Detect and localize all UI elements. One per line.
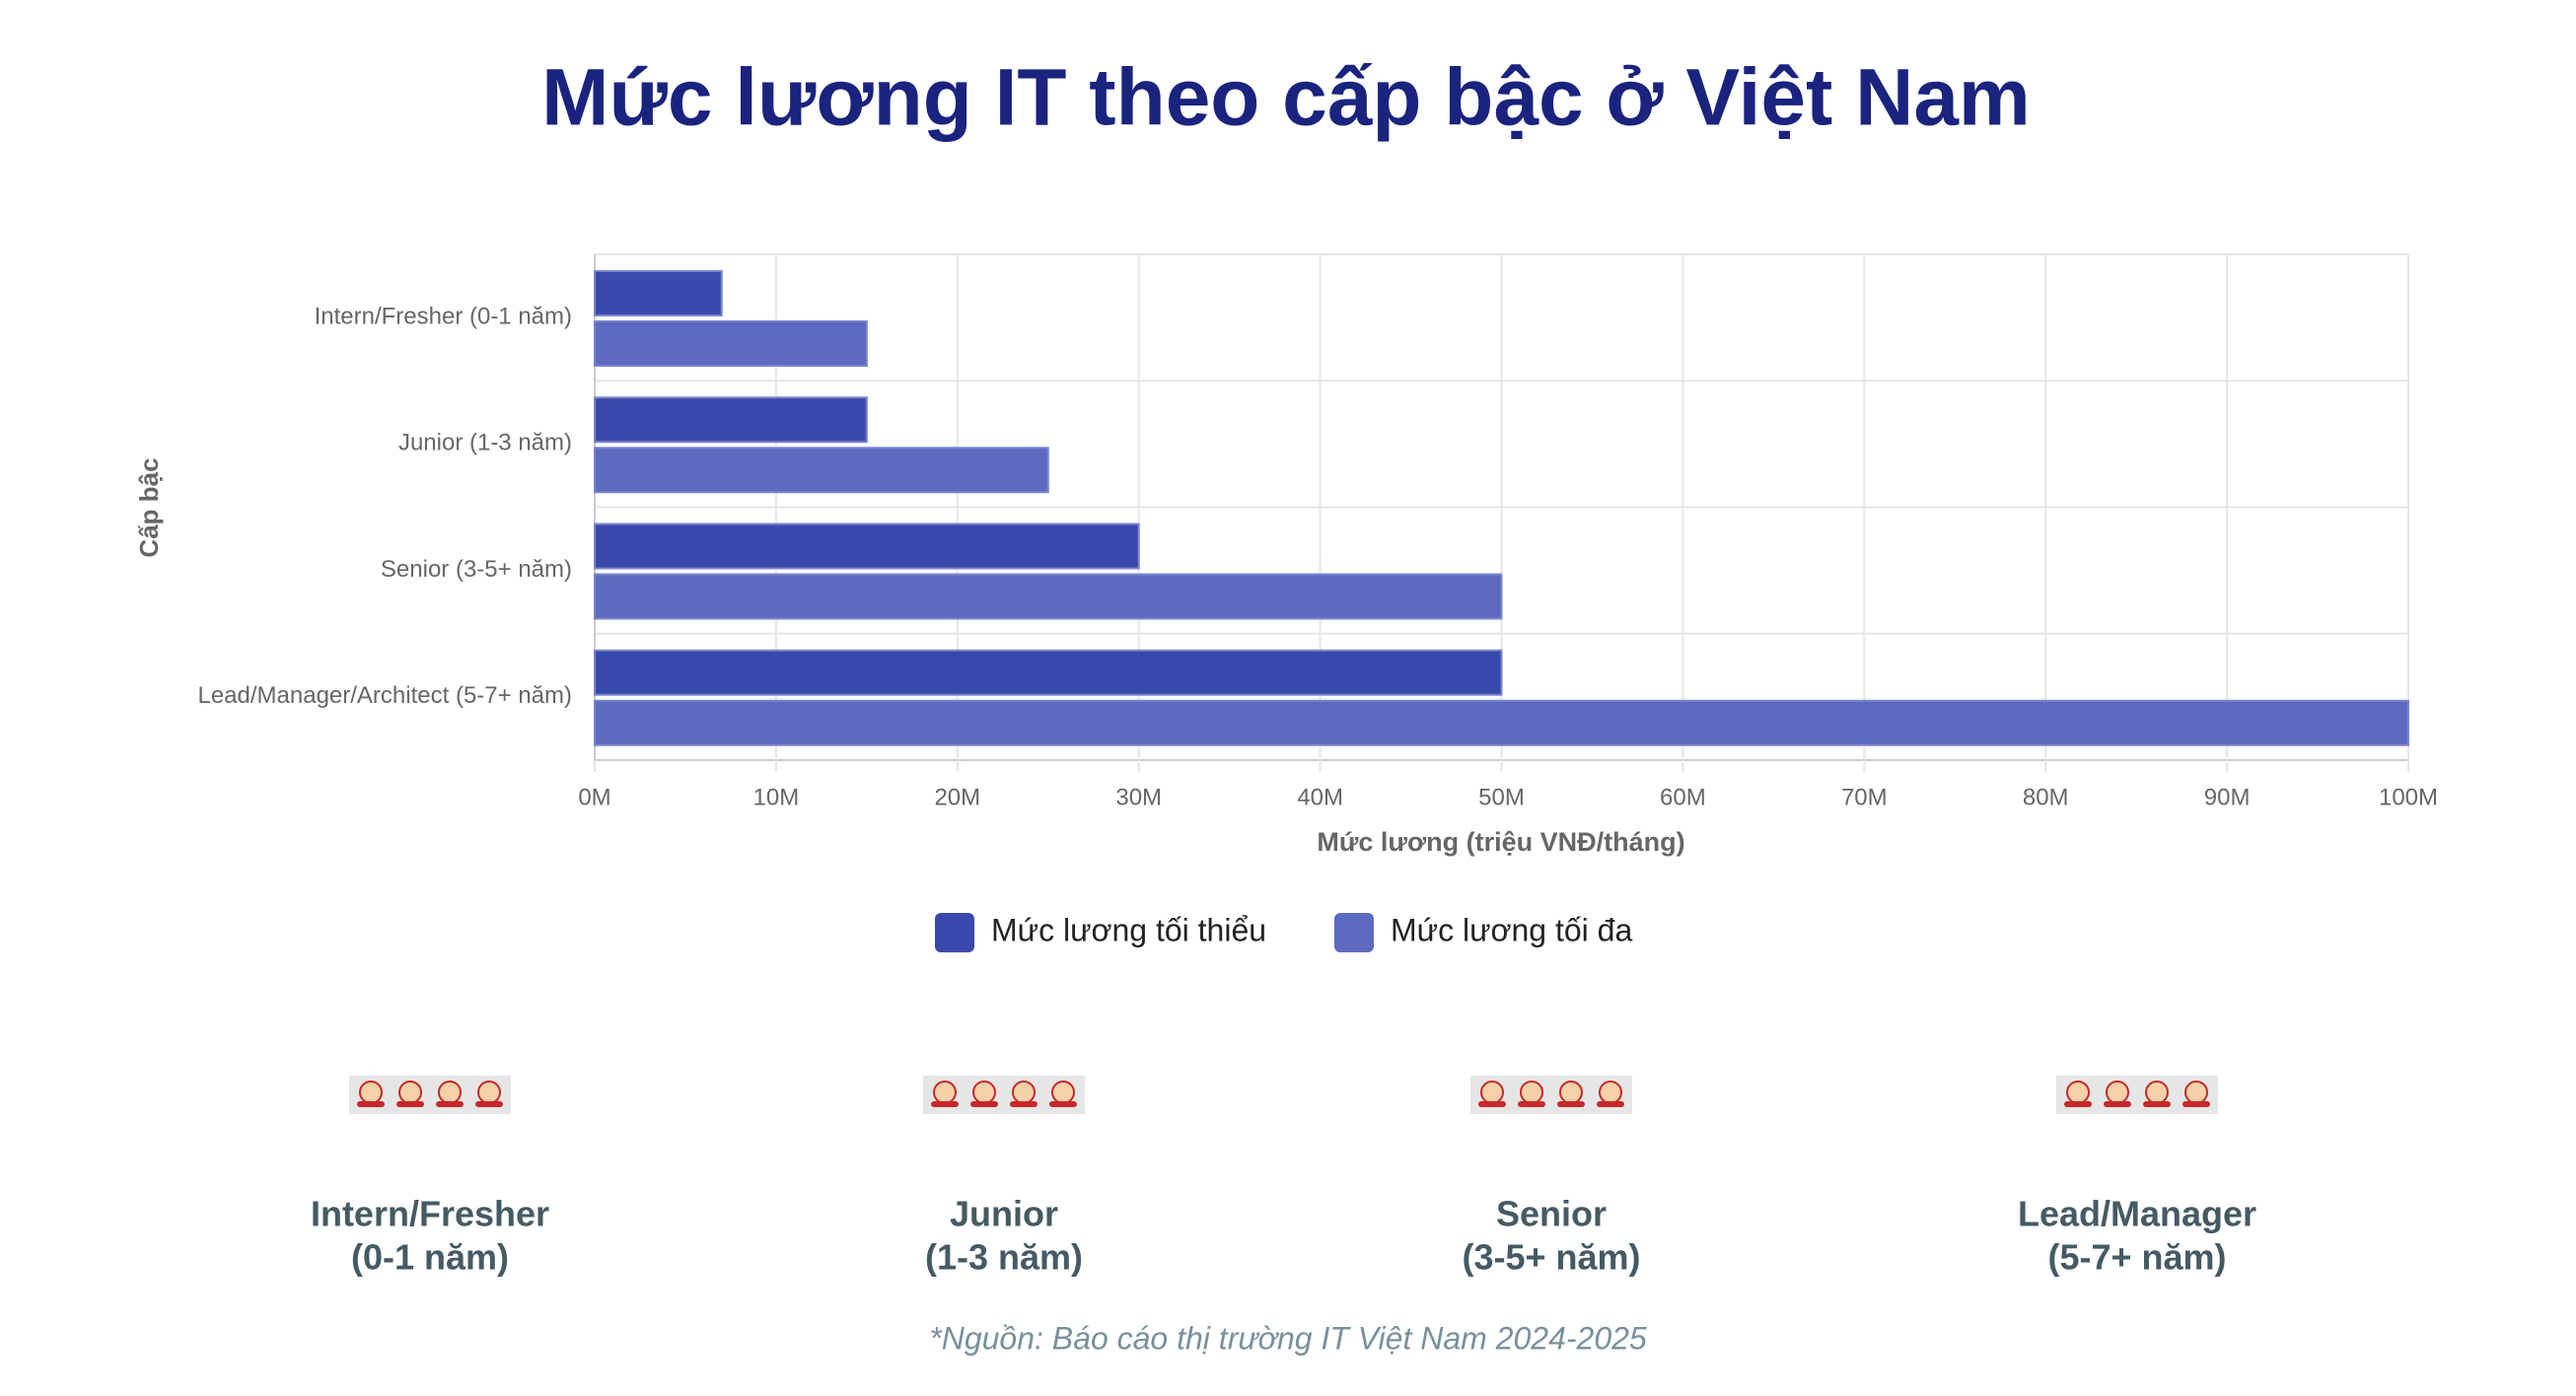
person-body <box>436 1101 464 1107</box>
person-body <box>931 1101 959 1107</box>
person-icon <box>933 1081 957 1104</box>
person-body <box>2104 1101 2131 1107</box>
person-icon <box>2145 1081 2169 1104</box>
bar <box>594 573 1503 620</box>
person-icon <box>1051 1081 1075 1104</box>
person-icon <box>2066 1081 2090 1104</box>
icons <box>349 1076 2218 1114</box>
bar <box>594 270 723 316</box>
card-title: Lead/Manager <box>2018 1194 2256 1234</box>
y-tick-label: Intern/Fresher (0-1 năm) <box>315 303 572 329</box>
person-body <box>2143 1101 2171 1107</box>
bar <box>594 396 868 444</box>
card-subtitle: (0-1 năm) <box>351 1237 509 1278</box>
y-tick-label: Lead/Manager/Architect (5-7+ năm) <box>197 682 572 709</box>
person-body <box>1049 1101 1077 1107</box>
card-title: Junior <box>950 1194 1058 1234</box>
x-tick-label: 30M <box>1115 784 1162 810</box>
legend-label: Mức lương tối thiểu <box>991 912 1266 947</box>
card-subtitle: (5-7+ năm) <box>2047 1237 2226 1278</box>
person-body <box>357 1101 385 1107</box>
bar <box>594 523 1140 570</box>
person-icon <box>2106 1081 2129 1104</box>
x-axis-title: Mức lương (triệu VNĐ/tháng) <box>1317 827 1684 857</box>
person-icon <box>477 1081 501 1104</box>
x-tick-label: 0M <box>578 784 610 810</box>
person-body <box>1597 1101 1624 1107</box>
person-body <box>2064 1101 2092 1107</box>
x-tick-label: 10M <box>753 784 800 810</box>
person-body <box>1010 1101 1038 1107</box>
person-icon <box>2184 1081 2208 1104</box>
x-tick-label: 20M <box>934 784 980 810</box>
person-icon <box>1480 1081 1504 1104</box>
x-tick-label: 60M <box>1660 784 1706 810</box>
legend-item[interactable]: Mức lương tối đa <box>1334 912 1632 952</box>
footnote: *Nguồn: Báo cáo thị trường IT Việt Nam 2… <box>929 1320 1647 1356</box>
card-title: Intern/Fresher <box>311 1194 549 1234</box>
x-tick-label: 100M <box>2379 784 2438 810</box>
person-body <box>970 1101 998 1107</box>
person-icon <box>398 1081 422 1104</box>
x-tick-label: 50M <box>1478 784 1525 810</box>
person-body <box>2182 1101 2210 1107</box>
person-icon <box>438 1081 462 1104</box>
person-icon <box>1559 1081 1583 1104</box>
card-title: Senior <box>1496 1194 1607 1234</box>
person-icon <box>1599 1081 1622 1104</box>
person-body <box>1478 1101 1506 1107</box>
y-tick-label: Junior (1-3 năm) <box>398 430 572 456</box>
bar <box>594 649 1503 696</box>
bar <box>594 447 1049 494</box>
person-icon <box>359 1081 383 1104</box>
legend-swatch <box>935 913 974 952</box>
y-axis-title: Cấp bậc <box>134 457 164 557</box>
x-tick-label: 80M <box>2023 784 2069 810</box>
legend-swatch <box>1334 913 1374 952</box>
card-subtitle: (3-5+ năm) <box>1462 1237 1640 1278</box>
legend-label: Mức lương tối đa <box>1391 912 1632 947</box>
chart-title: Mức lương IT theo cấp bậc ở Việt Nam <box>541 53 2031 143</box>
person-body <box>475 1101 503 1107</box>
card-subtitle: (1-3 năm) <box>925 1237 1083 1278</box>
legend-item[interactable]: Mức lương tối thiểu <box>935 912 1266 952</box>
x-tick-label: 40M <box>1297 784 1343 810</box>
y-tick-label: Senior (3-5+ năm) <box>381 556 572 583</box>
person-icon <box>972 1081 996 1104</box>
person-icon <box>1012 1081 1036 1104</box>
person-body <box>1518 1101 1545 1107</box>
bar <box>594 699 2409 746</box>
person-body <box>396 1101 424 1107</box>
x-tick-label: 90M <box>2204 784 2251 810</box>
person-icon <box>1520 1081 1543 1104</box>
bar <box>594 320 868 367</box>
x-tick-label: 70M <box>1841 784 1888 810</box>
person-body <box>1557 1101 1585 1107</box>
